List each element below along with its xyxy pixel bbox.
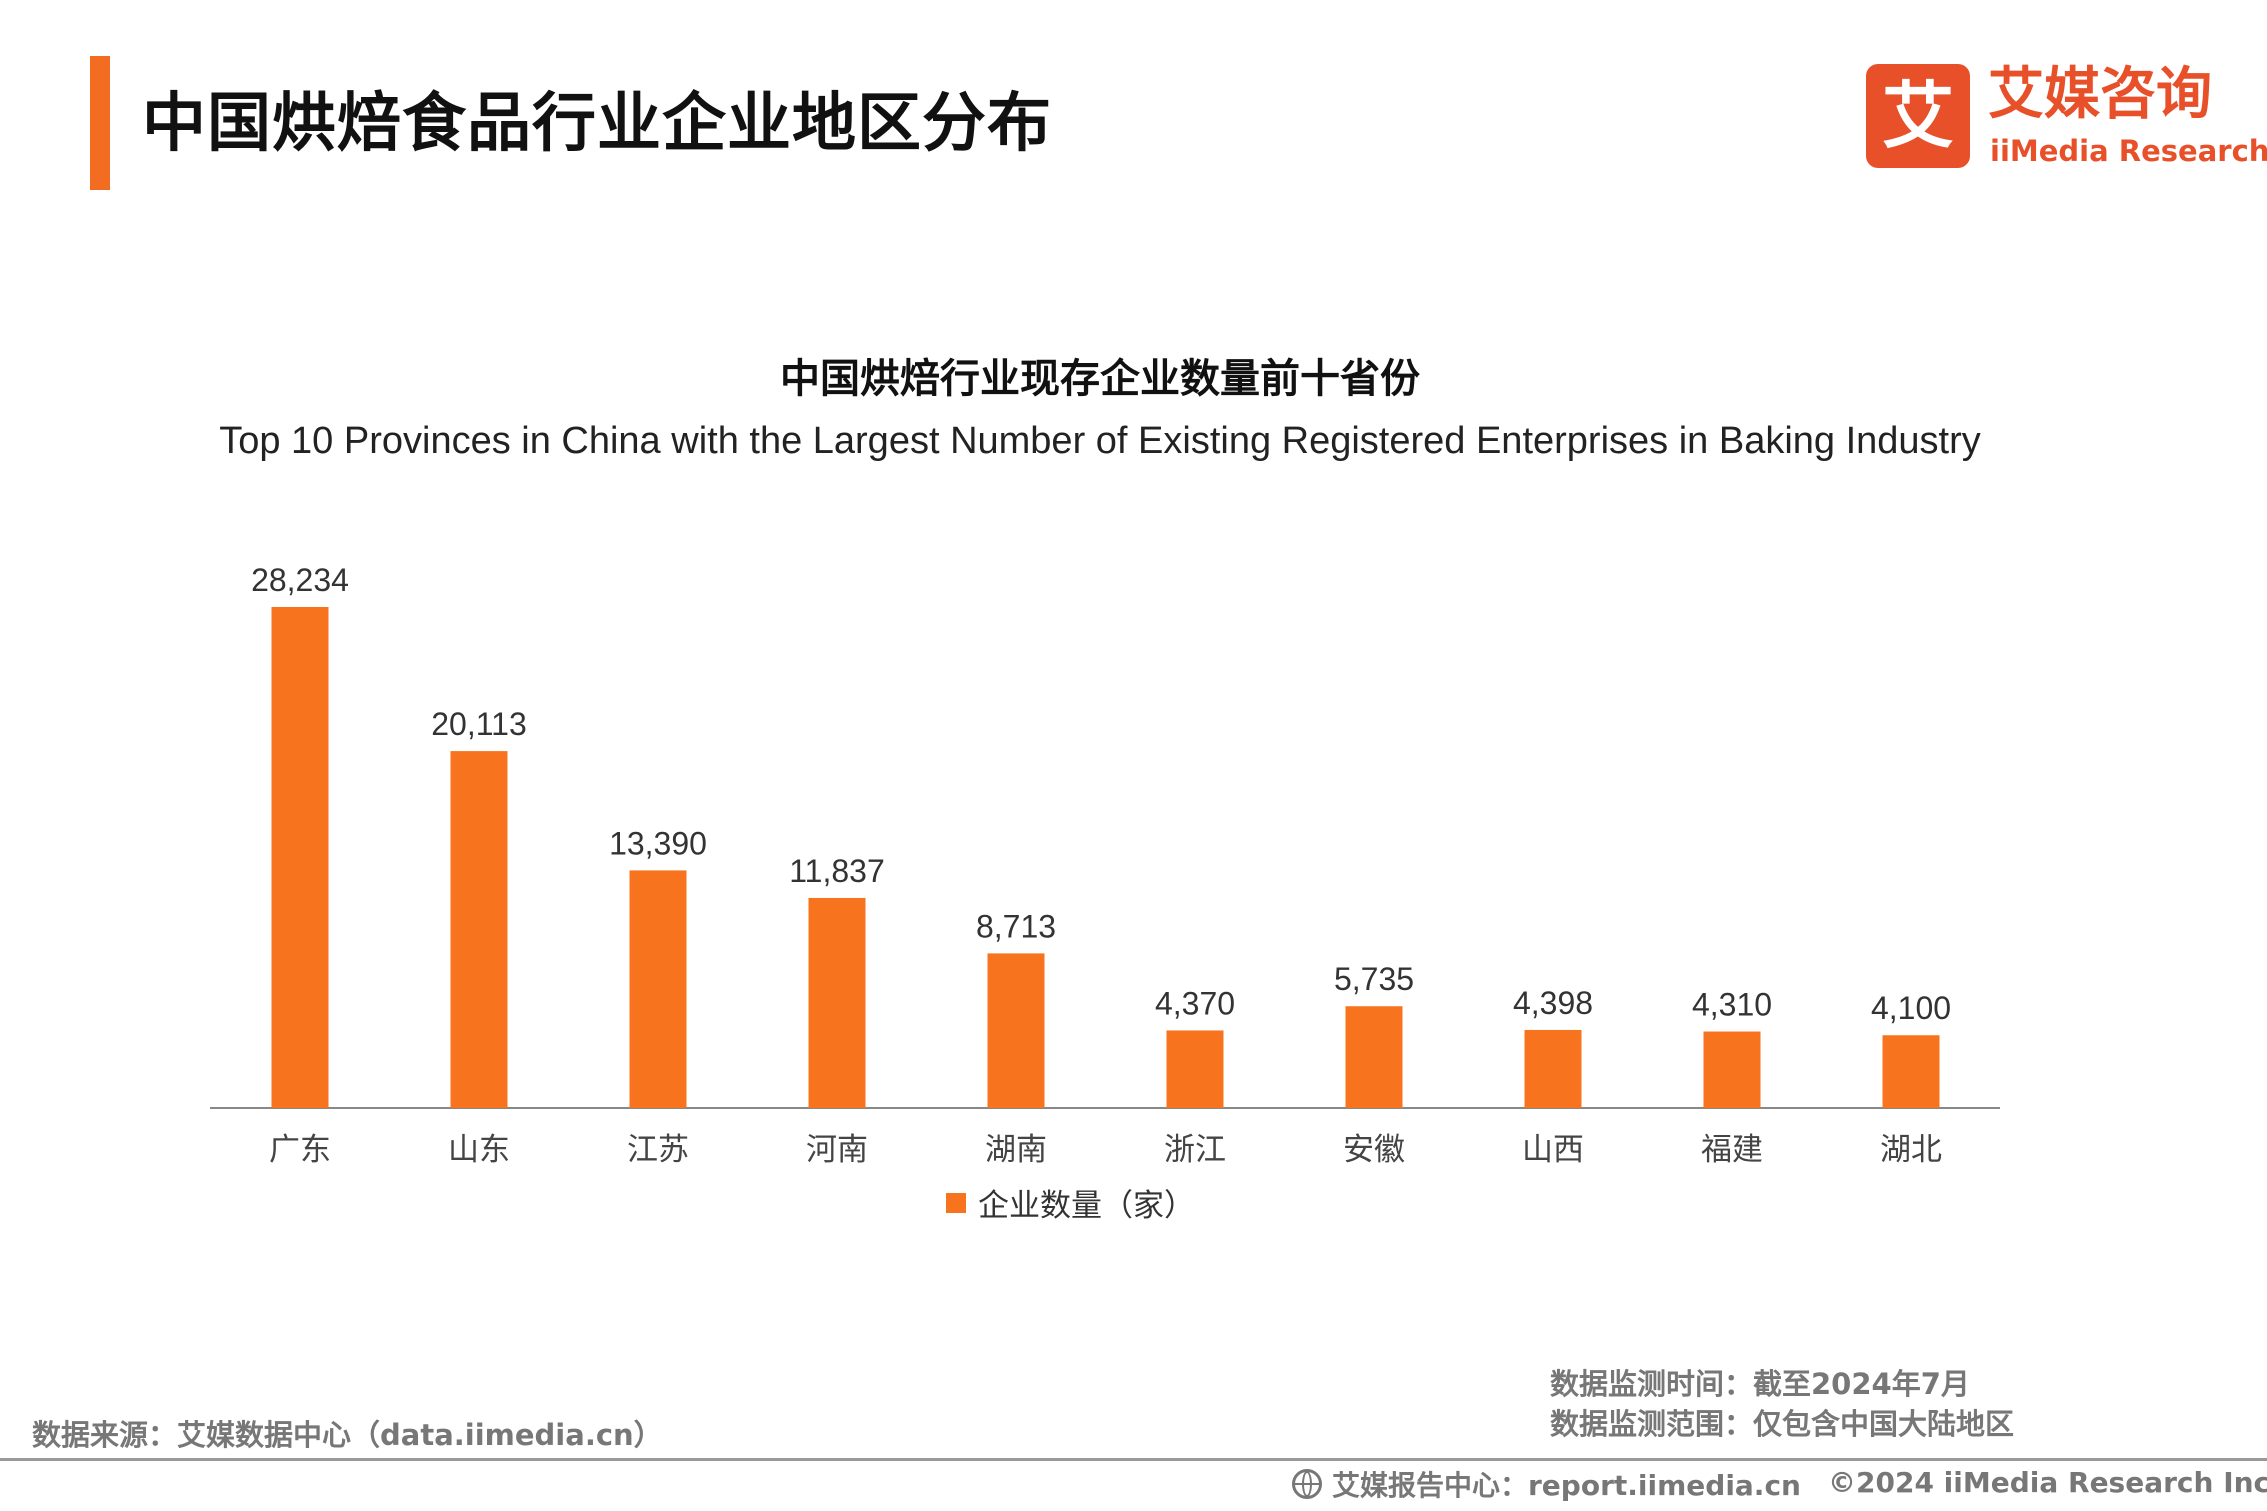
- x-tick-label-3: 河南: [806, 1132, 868, 1168]
- data-label-5: 4,370: [1155, 985, 1235, 1021]
- logo-mark-icon: 艾: [1866, 64, 1970, 168]
- data-label-3: 11,837: [789, 853, 885, 889]
- footer-divider: [0, 1458, 2267, 1461]
- x-tick-label-9: 湖北: [1880, 1132, 1942, 1168]
- data-label-7: 4,398: [1513, 985, 1593, 1021]
- data-label-0: 28,234: [251, 562, 349, 598]
- bar-8: [1703, 1031, 1761, 1108]
- bar-9: [1882, 1035, 1940, 1108]
- bar-5: [1166, 1030, 1224, 1108]
- x-tick-label-8: 福建: [1701, 1132, 1763, 1168]
- logo-name-en: iiMedia Research: [1990, 134, 2267, 168]
- bar-1: [450, 751, 508, 1108]
- chart-subtitle: Top 10 Provinces in China with the Large…: [219, 420, 1981, 462]
- title-accent-bar: [90, 56, 110, 190]
- x-tick-label-7: 山西: [1522, 1132, 1584, 1168]
- logo-mark-text: 艾: [1881, 74, 1954, 158]
- footer-report-center: 艾媒报告中心：report.iimedia.cn: [1292, 1464, 1801, 1504]
- bar-chart: 28,234 广东 20,113 山东 13,390 江苏 11,837 河南 8,713 湖南 4…: [210, 562, 2000, 1168]
- footer-monitor-time: 数据监测时间：截至2024年7月: [1550, 1367, 1970, 1401]
- x-tick-label-6: 安徽: [1343, 1132, 1405, 1168]
- logo: 艾 艾媒咨询 iiMedia Research: [1866, 62, 2267, 176]
- footer-monitor-info: 数据监测时间：截至2024年7月 数据监测范围：仅包含中国大陆地区: [1550, 1364, 2014, 1444]
- bar-0: [271, 607, 329, 1108]
- bar-7: [1524, 1029, 1582, 1108]
- data-label-6: 5,735: [1334, 961, 1414, 997]
- bar-3: [808, 897, 866, 1108]
- x-tick-label-4: 湖南: [985, 1132, 1047, 1168]
- data-label-2: 13,390: [609, 825, 707, 861]
- footer-report-text: 艾媒报告中心：report.iimedia.cn: [1332, 1469, 1801, 1502]
- logo-name-cn: 艾媒咨询: [1988, 62, 2212, 127]
- data-label-4: 8,713: [976, 908, 1056, 944]
- data-label-8: 4,310: [1692, 987, 1772, 1023]
- x-tick-label-1: 山东: [448, 1132, 510, 1168]
- bar-2: [629, 870, 687, 1108]
- footer-source: 数据来源：艾媒数据中心（data.iimedia.cn）: [32, 1418, 663, 1452]
- bar-6: [1345, 1006, 1403, 1108]
- footer-copyright: ©2024 iiMedia Research Inc: [1828, 1466, 2267, 1499]
- x-tick-label-2: 江苏: [627, 1132, 689, 1168]
- x-tick-label-0: 广东: [269, 1132, 331, 1168]
- legend-label: 企业数量（家）: [978, 1188, 1195, 1224]
- data-label-9: 4,100: [1871, 990, 1951, 1026]
- page-title: 中国烘焙食品行业企业地区分布: [142, 87, 1052, 161]
- data-label-1: 20,113: [431, 706, 527, 742]
- footer-monitor-scope: 数据监测范围：仅包含中国大陆地区: [1550, 1407, 2015, 1441]
- chart-legend: 企业数量（家）: [946, 1180, 1195, 1225]
- x-tick-label-5: 浙江: [1164, 1132, 1226, 1168]
- legend-swatch: [946, 1192, 966, 1213]
- bar-4: [987, 953, 1045, 1108]
- globe-icon: [1292, 1469, 1322, 1499]
- chart-title: 中国烘焙行业现存企业数量前十省份: [780, 356, 1420, 402]
